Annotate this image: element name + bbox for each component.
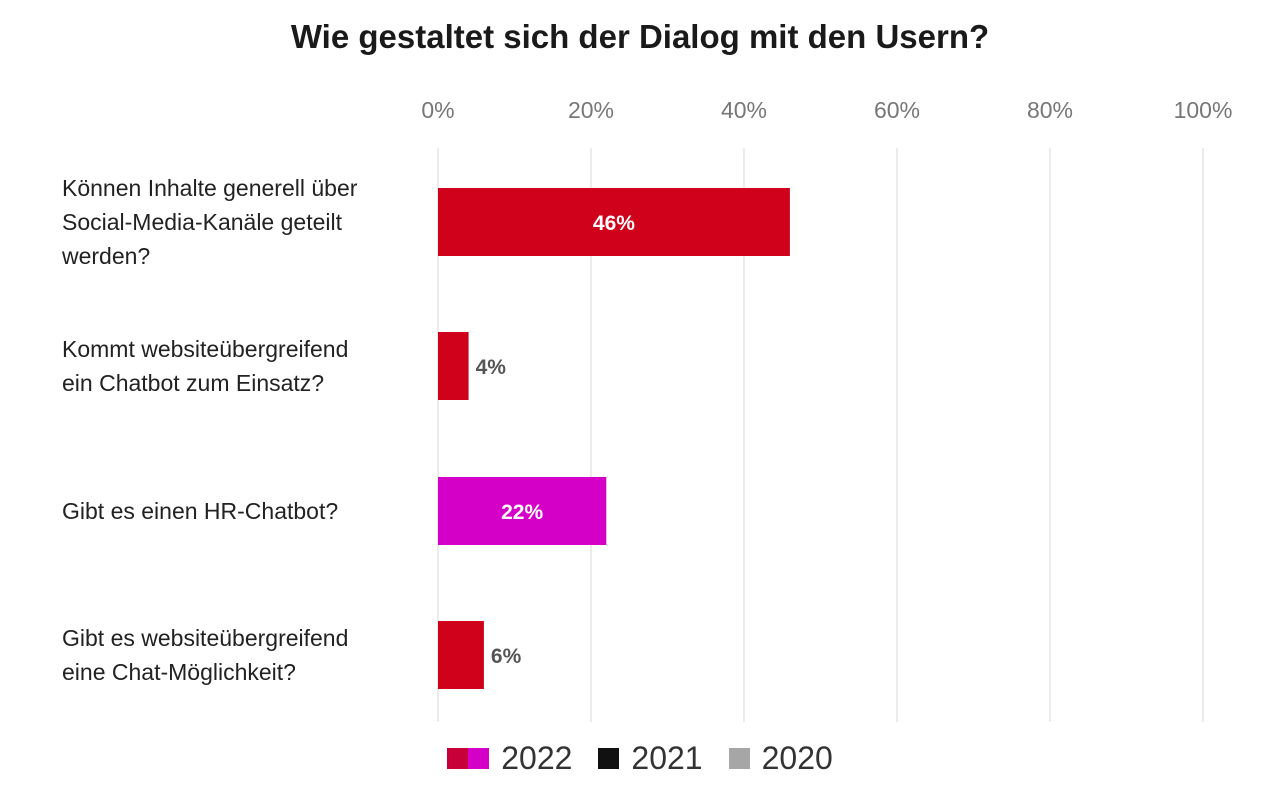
legend-label: 2020	[761, 740, 833, 776]
data-labels: 46% 4% 22% 6%	[476, 212, 636, 668]
category-label-line: eine Chat-Möglichkeit?	[62, 659, 296, 685]
legend-item: 2022	[447, 740, 572, 777]
data-label: 4%	[476, 356, 507, 379]
category-label-line: Können Inhalte generell über	[62, 175, 358, 201]
category-label-line: Gibt es websiteübergreifend	[62, 625, 348, 651]
category-label-line: werden?	[61, 243, 150, 269]
x-tick-label: 100%	[1174, 97, 1233, 123]
x-tick-label: 80%	[1027, 97, 1073, 123]
x-tick-label: 0%	[421, 97, 454, 123]
category-labels: Können Inhalte generell über Social-Media…	[61, 175, 358, 685]
legend: 2022 2021 2020	[0, 740, 1280, 777]
category-label-line: Gibt es einen HR-Chatbot?	[62, 498, 338, 524]
x-tick-label: 20%	[568, 97, 614, 123]
bar	[438, 188, 790, 256]
legend-label: 2022	[501, 740, 573, 776]
data-label: 6%	[491, 645, 522, 668]
chart-title: Wie gestaltet sich der Dialog mit den Us…	[290, 18, 990, 55]
bars	[438, 188, 790, 689]
bar	[438, 332, 469, 400]
legend-swatch	[598, 748, 620, 769]
category-label-line: Kommt websiteübergreifend	[62, 336, 348, 362]
data-label: 22%	[501, 501, 543, 524]
category-label-line: ein Chatbot zum Einsatz?	[62, 370, 324, 396]
legend-label: 2021	[631, 740, 703, 776]
data-label: 46%	[593, 212, 635, 235]
x-tick-label: 40%	[721, 97, 767, 123]
bar	[438, 477, 607, 545]
category-label: Kommt websiteübergreifend ein Chatbot zum…	[62, 336, 348, 396]
legend-swatch	[447, 748, 490, 769]
x-tick-label: 60%	[874, 97, 920, 123]
category-label: Können Inhalte generell über Social-Media…	[61, 175, 358, 269]
legend-item: 2021	[598, 740, 703, 777]
category-label: Gibt es websiteübergreifend eine Chat-Mög…	[62, 625, 348, 685]
legend-item: 2020	[728, 740, 833, 777]
x-axis-ticks: 0% 20% 40% 60% 80% 100%	[421, 97, 1232, 123]
category-label-line: Social-Media-Kanäle geteilt	[62, 209, 343, 235]
legend-swatch	[728, 748, 750, 769]
category-label: Gibt es einen HR-Chatbot?	[62, 498, 338, 524]
bar	[438, 621, 484, 689]
